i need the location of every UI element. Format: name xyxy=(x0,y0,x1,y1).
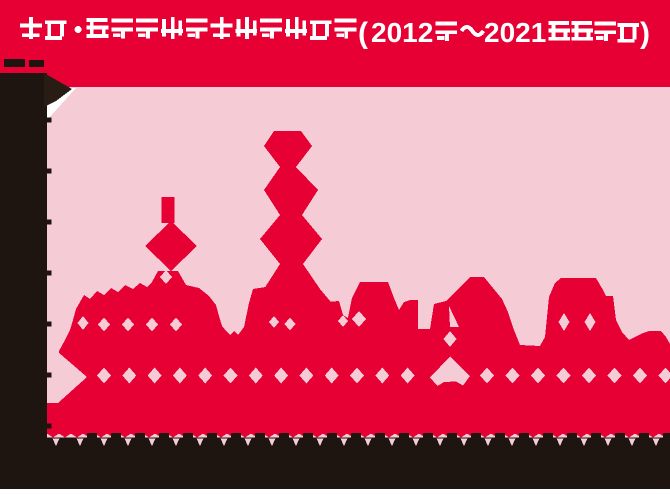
svg-text:2012: 2012 xyxy=(371,17,433,48)
svg-text:): ) xyxy=(640,17,650,50)
svg-text:2021: 2021 xyxy=(484,17,546,48)
svg-text:(: ( xyxy=(358,17,368,50)
